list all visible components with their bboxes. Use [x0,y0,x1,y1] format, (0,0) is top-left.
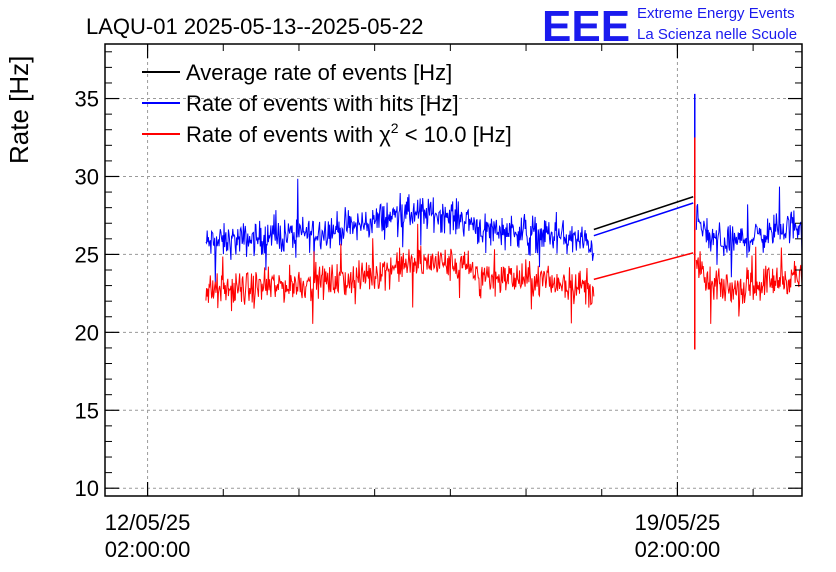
series-hits-gap-line [593,202,694,237]
legend-label-average: Average rate of events [Hz] [186,60,452,85]
eee-logo-line1: Extreme Energy Events [637,5,795,22]
series-chi2-segment-1 [205,223,595,324]
y-tick-label: 30 [75,164,99,189]
grid-lines [105,44,802,496]
y-tick-label: 15 [75,398,99,423]
series-chi2-gap-line [593,252,694,281]
y-tick-label: 35 [75,87,99,112]
y-tick-label: 10 [75,476,99,501]
y-tick-label: 20 [75,320,99,345]
legend: Average rate of events [Hz] Rate of even… [142,60,512,147]
plot-area [205,93,803,350]
series-hits-segment-1 [205,178,595,283]
x-tick-label-date: 19/05/25 [635,510,721,535]
series-average-gap-line [593,196,694,231]
y-tick-label: 25 [75,242,99,267]
eee-logo-line2: La Scienza nelle Scuole [637,26,797,43]
legend-label-chi2: Rate of events with χ2 < 10.0 [Hz] [186,120,512,147]
eee-logo-mark: EEE [542,2,630,51]
axis-ticks [105,44,802,496]
legend-label-hits: Rate of events with hits [Hz] [186,91,459,116]
y-axis-label: Rate [Hz] [4,56,34,164]
x-tick-label-time: 02:00:00 [635,537,721,562]
series-chi2-segment-2 [695,246,803,324]
eee-logo: EEE Extreme Energy Events La Scienza nel… [542,2,797,51]
x-tick-label-time: 02:00:00 [105,537,191,562]
chart-title: LAQU-01 2025-05-13--2025-05-22 [86,14,424,39]
series-hits-segment-2 [695,186,803,278]
x-tick-label-date: 12/05/25 [105,510,191,535]
tick-labels: 10152025303512/05/2502:00:0019/05/2502:0… [75,87,721,562]
